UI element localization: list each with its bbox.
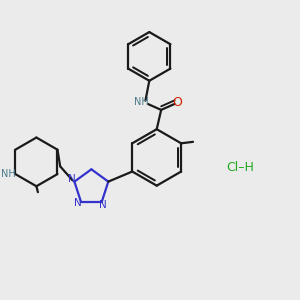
Text: N: N: [74, 198, 82, 208]
Text: Cl–H: Cl–H: [226, 161, 254, 174]
Text: O: O: [172, 96, 182, 109]
Text: NH: NH: [2, 169, 16, 179]
Text: NH: NH: [134, 98, 149, 107]
Text: N: N: [99, 200, 107, 209]
Text: N: N: [68, 174, 76, 184]
